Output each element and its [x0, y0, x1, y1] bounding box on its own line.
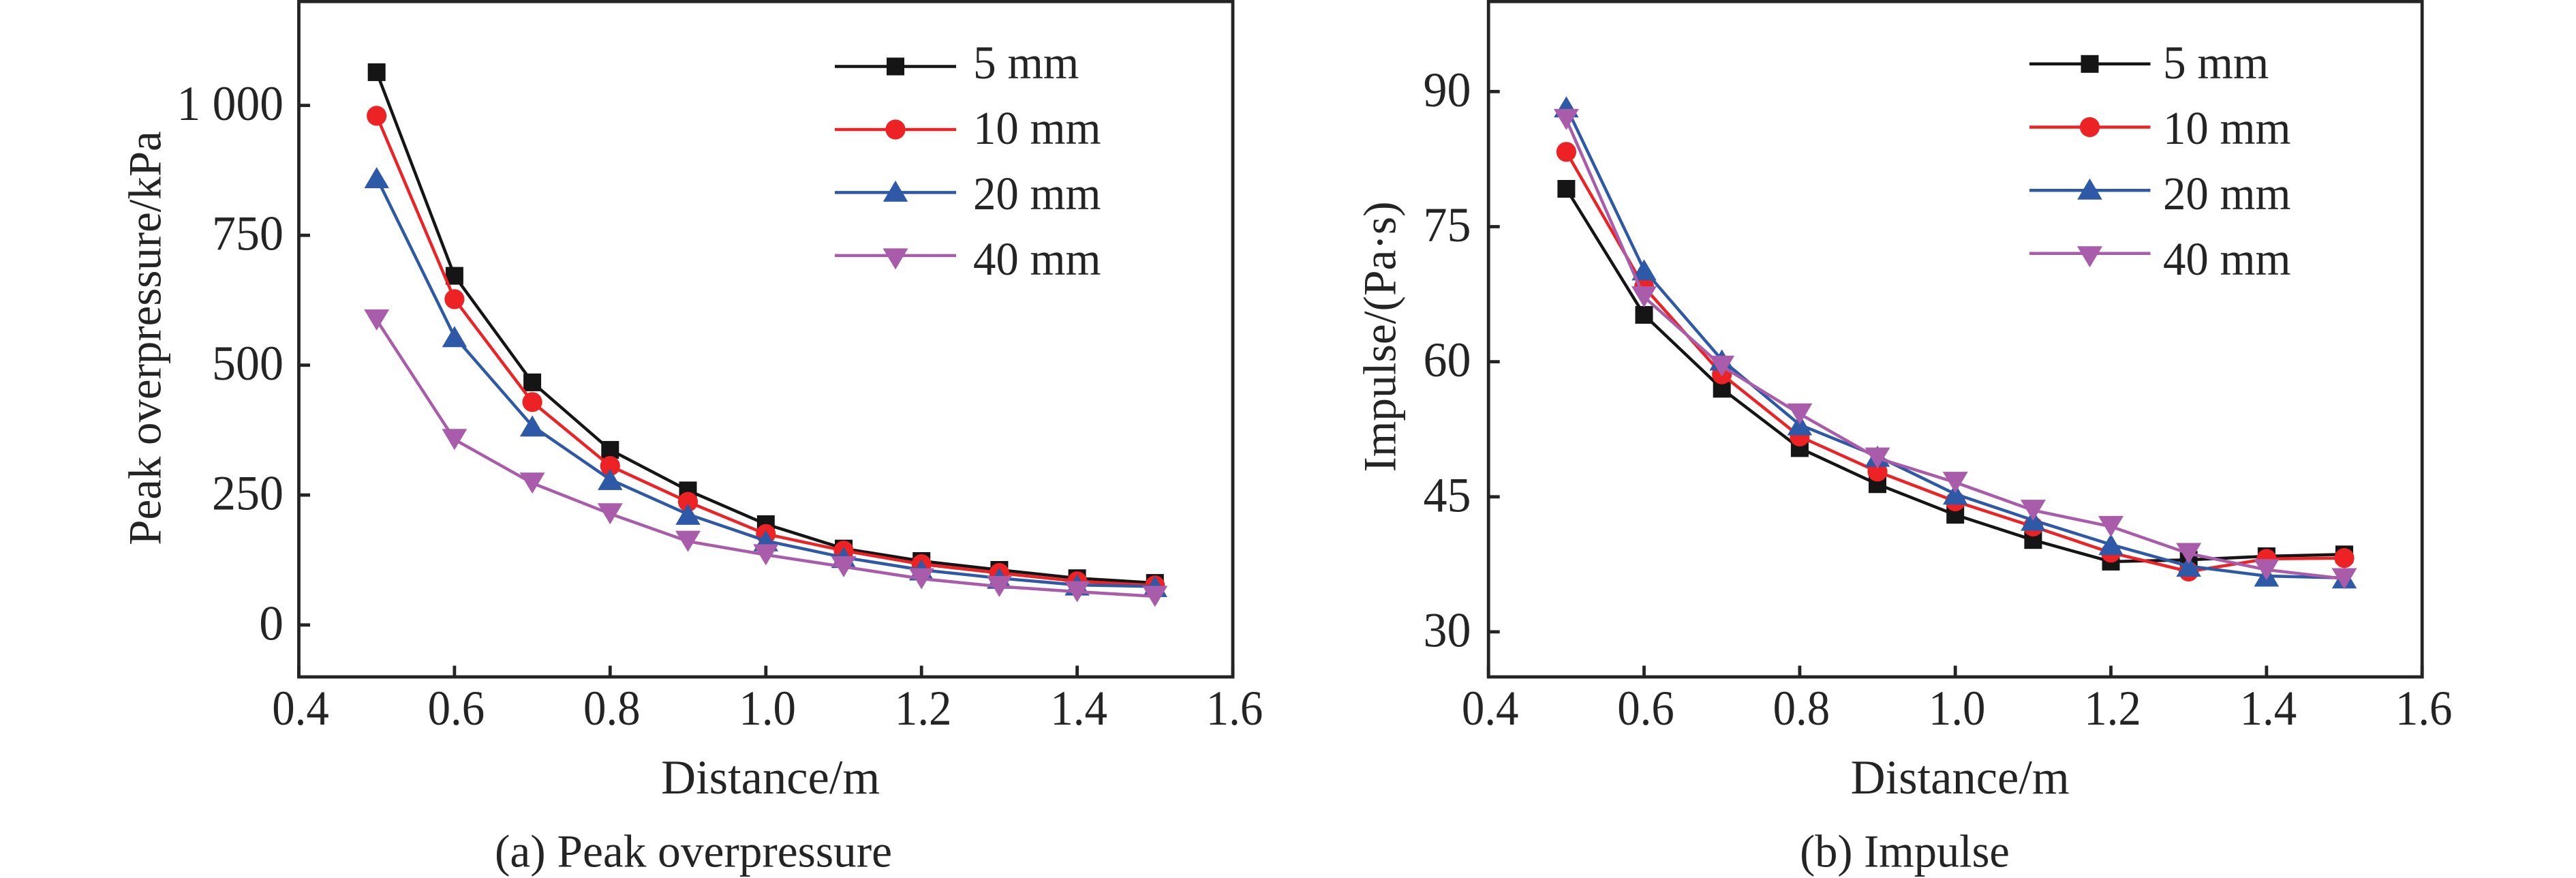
- svg-text:40 mm: 40 mm: [2163, 233, 2291, 285]
- svg-text:1.4: 1.4: [1050, 682, 1107, 736]
- svg-text:0.6: 0.6: [1617, 682, 1674, 736]
- svg-text:Distance/m: Distance/m: [1851, 751, 2070, 804]
- svg-text:1.2: 1.2: [2084, 682, 2141, 736]
- svg-text:0: 0: [259, 596, 283, 650]
- svg-text:0.4: 0.4: [272, 682, 329, 736]
- svg-text:5 mm: 5 mm: [973, 37, 1079, 89]
- svg-text:0.8: 0.8: [583, 682, 641, 736]
- svg-text:20 mm: 20 mm: [973, 168, 1101, 220]
- svg-text:Distance/m: Distance/m: [661, 751, 880, 804]
- svg-text:(b) Impulse: (b) Impulse: [1800, 826, 2010, 877]
- svg-text:0.4: 0.4: [1462, 682, 1519, 736]
- svg-text:1.6: 1.6: [1206, 682, 1263, 736]
- svg-text:Impulse/(Pa·s): Impulse/(Pa·s): [1354, 201, 1406, 472]
- svg-text:20 mm: 20 mm: [2163, 168, 2291, 220]
- svg-text:1.6: 1.6: [2395, 682, 2453, 736]
- svg-text:30: 30: [1424, 603, 1471, 657]
- svg-text:10 mm: 10 mm: [2163, 102, 2291, 154]
- svg-text:(a) Peak overpressure: (a) Peak overpressure: [495, 826, 892, 877]
- svg-text:1 000: 1 000: [177, 77, 284, 131]
- svg-text:75: 75: [1424, 198, 1471, 252]
- svg-text:90: 90: [1424, 63, 1471, 117]
- svg-text:1.2: 1.2: [895, 682, 952, 736]
- svg-text:5 mm: 5 mm: [2163, 37, 2269, 89]
- svg-text:Peak overpressure/kPa: Peak overpressure/kPa: [119, 131, 171, 545]
- svg-text:60: 60: [1424, 333, 1471, 387]
- svg-text:750: 750: [212, 207, 283, 261]
- svg-text:40 mm: 40 mm: [973, 233, 1101, 285]
- svg-text:1.0: 1.0: [739, 682, 796, 736]
- svg-text:500: 500: [212, 337, 283, 391]
- svg-text:0.8: 0.8: [1773, 682, 1830, 736]
- svg-text:10 mm: 10 mm: [973, 102, 1101, 154]
- svg-text:0.6: 0.6: [428, 682, 485, 736]
- svg-text:1.4: 1.4: [2240, 682, 2297, 736]
- svg-text:45: 45: [1424, 468, 1471, 522]
- svg-text:250: 250: [212, 467, 283, 521]
- svg-text:1.0: 1.0: [1929, 682, 1986, 736]
